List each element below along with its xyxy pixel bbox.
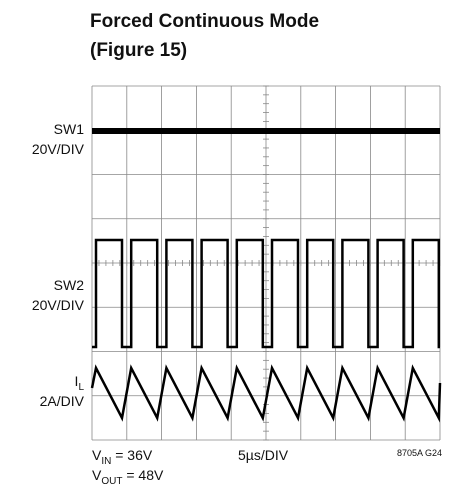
title: (Figure 15) [90, 40, 187, 61]
symbol: V [92, 447, 102, 463]
channel-label: SW1 [54, 121, 85, 137]
symbol: I [75, 373, 79, 389]
subscript: IN [101, 456, 111, 467]
timebase: 5µs/DIV [238, 447, 289, 463]
channel-label: IL [75, 373, 85, 393]
channel-scale: 2A/DIV [40, 393, 85, 409]
traces [90, 128, 442, 423]
text: = 36V [111, 447, 153, 463]
figure-code: 8705A G24 [397, 448, 442, 458]
text: = 48V [122, 467, 164, 483]
sw2-trace [92, 238, 441, 349]
channel-label: SW2 [54, 277, 85, 293]
title: Forced Continuous Mode [90, 11, 319, 32]
subscript: L [78, 382, 84, 393]
vin-label: VIN = 36V [92, 447, 153, 467]
subscript: OUT [101, 476, 122, 487]
channel-scale: 20V/DIV [32, 297, 85, 313]
il-trace [90, 364, 442, 423]
channel-scale: 20V/DIV [32, 141, 85, 157]
vout-label: VOUT = 48V [92, 467, 164, 487]
symbol: V [92, 467, 102, 483]
